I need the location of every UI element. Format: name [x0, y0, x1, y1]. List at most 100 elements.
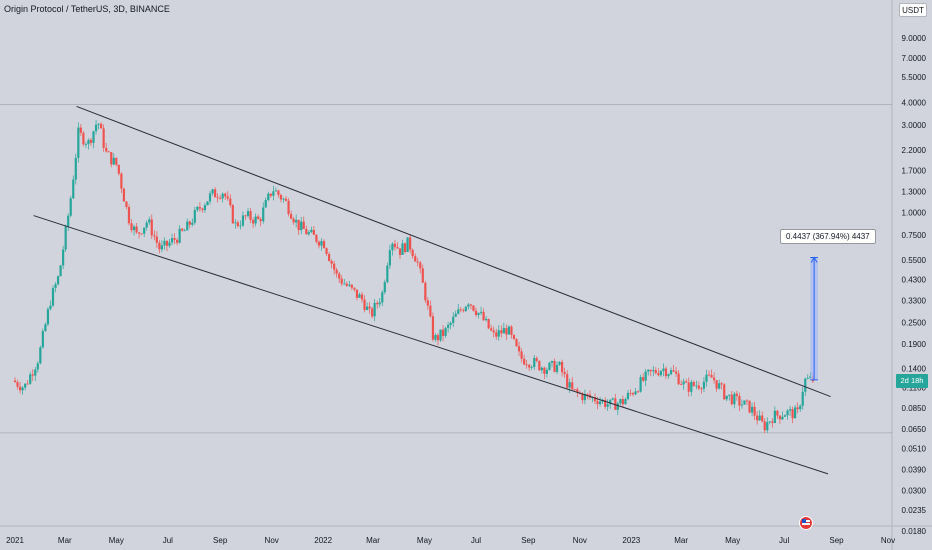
candle-body	[791, 409, 794, 419]
candle-body	[424, 282, 427, 301]
candle-body	[360, 294, 364, 300]
candle-body	[44, 324, 47, 332]
y-tick-label: 9.0000	[902, 34, 927, 43]
candle-body	[59, 265, 62, 277]
x-tick-label: Mar	[58, 536, 72, 545]
candle-body	[464, 306, 467, 312]
candle-body	[100, 123, 103, 129]
candle-body	[672, 370, 675, 372]
candle-body	[264, 199, 267, 208]
y-tick-label: 0.1900	[902, 340, 927, 349]
candle-body	[614, 398, 617, 410]
candle-body	[629, 392, 632, 394]
candle-body	[636, 391, 640, 393]
candle-body	[391, 243, 394, 251]
candle-body	[338, 273, 341, 279]
candle-body	[69, 198, 72, 216]
candle-body	[257, 216, 260, 220]
candle-body	[652, 370, 655, 372]
candle-body	[267, 193, 270, 200]
candle-body	[201, 208, 204, 211]
candle-body	[702, 381, 706, 389]
candle-body	[778, 415, 782, 420]
candle-body	[92, 131, 95, 143]
candle-body	[353, 287, 356, 290]
candle-body	[609, 399, 612, 405]
candle-body	[444, 327, 447, 336]
candle-body	[695, 385, 698, 387]
candle-body	[682, 381, 685, 385]
candle-body	[479, 311, 483, 313]
candle-body	[776, 410, 779, 416]
candle-body	[219, 197, 222, 199]
candle-body	[51, 288, 55, 306]
candle-body	[804, 378, 807, 392]
candle-body	[401, 243, 404, 255]
candle-body	[274, 190, 277, 192]
candle-body	[178, 228, 181, 243]
us-flag-icon[interactable]	[799, 516, 813, 530]
y-tick-label: 0.1400	[902, 364, 927, 373]
candle-body	[373, 302, 376, 317]
candle-body	[538, 360, 541, 371]
y-tick-label: 0.0235	[902, 506, 927, 515]
candle-body	[781, 416, 784, 420]
candle-body	[487, 318, 490, 329]
candle-body	[593, 397, 597, 402]
candle-body	[566, 374, 569, 388]
candle-body	[558, 361, 561, 365]
candle-body	[181, 228, 184, 231]
y-tick-label: 1.7000	[902, 166, 927, 175]
candle-body	[725, 395, 728, 400]
candle-body	[561, 361, 564, 373]
candle-body	[365, 306, 369, 310]
x-tick-label: Jul	[779, 536, 789, 545]
candle-body	[259, 219, 262, 222]
candle-body	[680, 384, 683, 386]
candle-body	[173, 238, 176, 240]
x-tick-label: Sep	[829, 536, 844, 545]
candle-body	[125, 201, 128, 208]
candle-body	[287, 200, 290, 214]
candle-body	[576, 389, 579, 393]
candle-body	[84, 144, 88, 145]
candle-body	[140, 233, 143, 235]
candle-body	[485, 318, 488, 321]
candle-body	[441, 329, 445, 336]
candle-body	[426, 300, 429, 306]
candle-body	[505, 328, 508, 335]
candle-body	[325, 248, 328, 255]
candle-body	[213, 189, 217, 198]
candle-body	[710, 375, 713, 378]
candle-body	[616, 403, 619, 410]
candle-body	[657, 373, 660, 376]
candle-body	[806, 378, 809, 379]
x-tick-label: Sep	[213, 536, 228, 545]
candle-body	[439, 329, 442, 341]
candle-body	[31, 374, 34, 376]
currency-button[interactable]: USDT	[899, 3, 927, 17]
candle-body	[292, 218, 295, 223]
candle-body	[234, 222, 237, 224]
channel-line-lower[interactable]	[33, 215, 829, 475]
candle-body	[330, 260, 333, 264]
candle-body	[26, 383, 29, 385]
candle-body	[315, 234, 318, 242]
candle-body	[18, 386, 22, 391]
candle-body	[160, 245, 164, 250]
y-tick-label: 5.5000	[902, 73, 927, 82]
candle-body	[198, 206, 202, 209]
candle-body	[421, 268, 424, 283]
candle-body	[224, 193, 227, 197]
candle-body	[677, 373, 680, 385]
candle-body	[188, 221, 191, 225]
candle-body	[563, 372, 566, 375]
channel-line-upper[interactable]	[76, 105, 831, 398]
candle-body	[110, 152, 113, 165]
candle-body	[720, 383, 723, 385]
candle-body	[490, 328, 493, 331]
candle-body	[555, 364, 559, 372]
candle-body	[642, 377, 645, 381]
